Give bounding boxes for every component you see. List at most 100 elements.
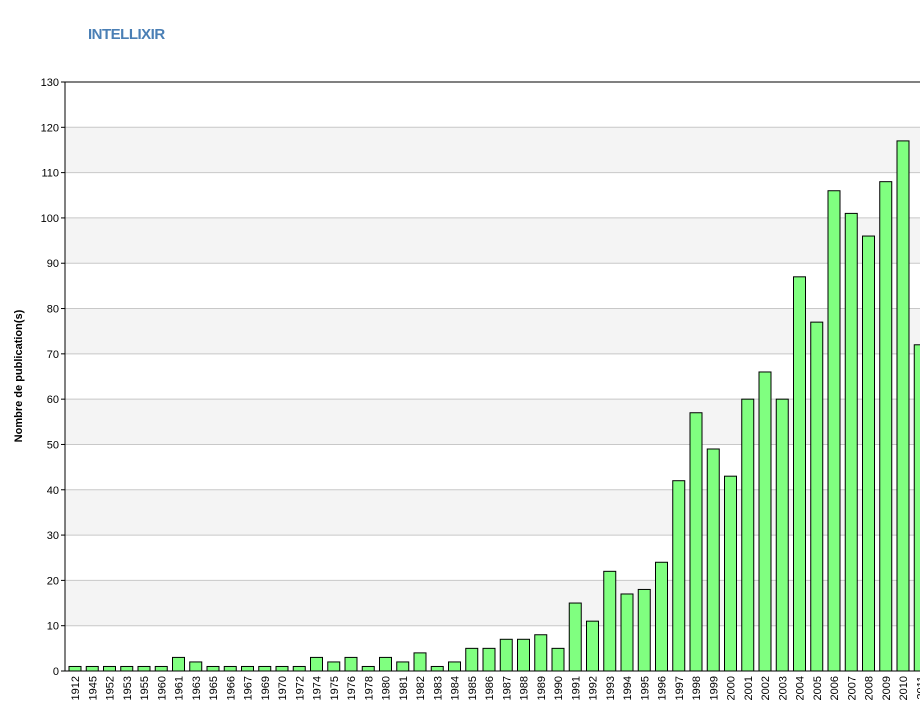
- x-tick-label: 1974: [312, 676, 324, 700]
- x-tick-label: 2009: [881, 676, 893, 700]
- x-tick-label: 1965: [208, 676, 220, 700]
- x-tick-label: 1995: [639, 676, 651, 700]
- bar: [103, 665, 116, 672]
- y-tick-label: 60: [47, 394, 59, 406]
- x-tick-label: 1994: [622, 676, 634, 700]
- bar: [465, 647, 479, 672]
- x-tick-label: 1988: [519, 676, 531, 700]
- x-tick-label: 1997: [674, 676, 686, 700]
- x-tick-label: 1978: [363, 676, 375, 700]
- y-tick-label: 10: [47, 621, 59, 633]
- x-tick-label: 1945: [87, 676, 99, 700]
- bar: [223, 665, 237, 672]
- bar: [310, 656, 323, 672]
- y-tick-label: 90: [47, 258, 59, 270]
- bar: [292, 665, 306, 672]
- x-tick-label: 2001: [743, 676, 755, 700]
- y-tick-label: 0: [53, 666, 59, 678]
- bar: [568, 602, 582, 672]
- bar: [85, 665, 99, 672]
- bar: [413, 652, 427, 672]
- x-tick-label: 1967: [243, 676, 255, 700]
- bar: [655, 561, 668, 672]
- x-tick-label: 1972: [294, 676, 306, 700]
- bar: [689, 412, 703, 672]
- x-tick-label: 2010: [898, 676, 910, 700]
- bar: [137, 665, 151, 672]
- bar: [361, 665, 375, 672]
- x-tick-label: 1952: [105, 676, 117, 700]
- bar: [844, 212, 858, 672]
- bar: [448, 661, 461, 672]
- plot-band: [65, 399, 920, 445]
- x-tick-label: 1975: [329, 676, 341, 700]
- x-tick-label: 1982: [415, 676, 427, 700]
- y-tick-label: 40: [47, 485, 59, 497]
- x-tick-label: 1970: [277, 676, 289, 700]
- bar: [724, 475, 737, 672]
- x-tick-label: 1912: [70, 676, 82, 700]
- bar: [586, 620, 599, 672]
- bar: [672, 480, 686, 672]
- bar: [396, 661, 410, 672]
- bar: [241, 665, 254, 672]
- y-tick-label: 80: [47, 304, 59, 316]
- plot-band: [65, 489, 920, 536]
- x-tick-label: 2007: [846, 676, 858, 700]
- bar: [741, 398, 755, 672]
- bar: [706, 448, 720, 672]
- x-tick-label: 1953: [122, 676, 134, 700]
- y-tick-label: 20: [47, 575, 59, 587]
- bar: [810, 321, 824, 672]
- x-tick-label: 1986: [484, 676, 496, 700]
- bar: [534, 634, 548, 672]
- bar: [327, 661, 341, 672]
- x-tick-label: 1993: [605, 676, 617, 700]
- x-tick-label: 1960: [156, 676, 168, 700]
- bar: [862, 235, 875, 672]
- bar: [206, 665, 220, 672]
- plot-band: [65, 308, 920, 354]
- x-tick-label: 1992: [588, 676, 600, 700]
- y-tick-label: 70: [47, 349, 59, 361]
- x-tick-label: 1955: [139, 676, 151, 700]
- x-tick-label: 1999: [708, 676, 720, 700]
- y-tick-label: 50: [47, 439, 59, 451]
- logo: INTELLIXIR: [88, 26, 165, 43]
- bar: [637, 588, 651, 672]
- x-tick-label: 2002: [760, 676, 772, 700]
- bar: [896, 140, 910, 672]
- bar: [379, 656, 392, 672]
- x-tick-label: 2005: [812, 676, 824, 700]
- bar: [879, 181, 893, 672]
- x-tick-label: 1961: [174, 676, 186, 700]
- plot-band: [65, 580, 920, 626]
- bar: [775, 398, 789, 672]
- x-tick-label: 2006: [829, 676, 841, 700]
- x-tick-label: 1985: [467, 676, 479, 700]
- y-tick-label: 110: [41, 168, 59, 180]
- bar: [551, 647, 565, 672]
- plot-band: [65, 535, 920, 581]
- x-tick-label: 1981: [398, 676, 410, 700]
- y-tick-label: 100: [41, 213, 59, 225]
- x-tick-label: 1991: [570, 676, 582, 700]
- bar: [603, 570, 617, 672]
- x-tick-label: 1996: [657, 676, 669, 700]
- bar: [827, 190, 841, 672]
- plot-band: [65, 172, 920, 218]
- x-tick-label: 1963: [191, 676, 203, 700]
- x-tick-label: 2004: [795, 676, 807, 700]
- x-tick-label: 2003: [777, 676, 789, 700]
- x-tick-label: 1990: [553, 676, 565, 700]
- bar: [189, 661, 203, 672]
- x-tick-label: 1987: [501, 676, 513, 700]
- x-tick-label: 1969: [260, 676, 272, 700]
- plot-band: [65, 127, 920, 173]
- bar: [482, 647, 496, 672]
- bar: [68, 665, 82, 672]
- bar: [913, 344, 920, 672]
- plot-band: [65, 82, 920, 128]
- x-tick-label: 1984: [450, 676, 462, 700]
